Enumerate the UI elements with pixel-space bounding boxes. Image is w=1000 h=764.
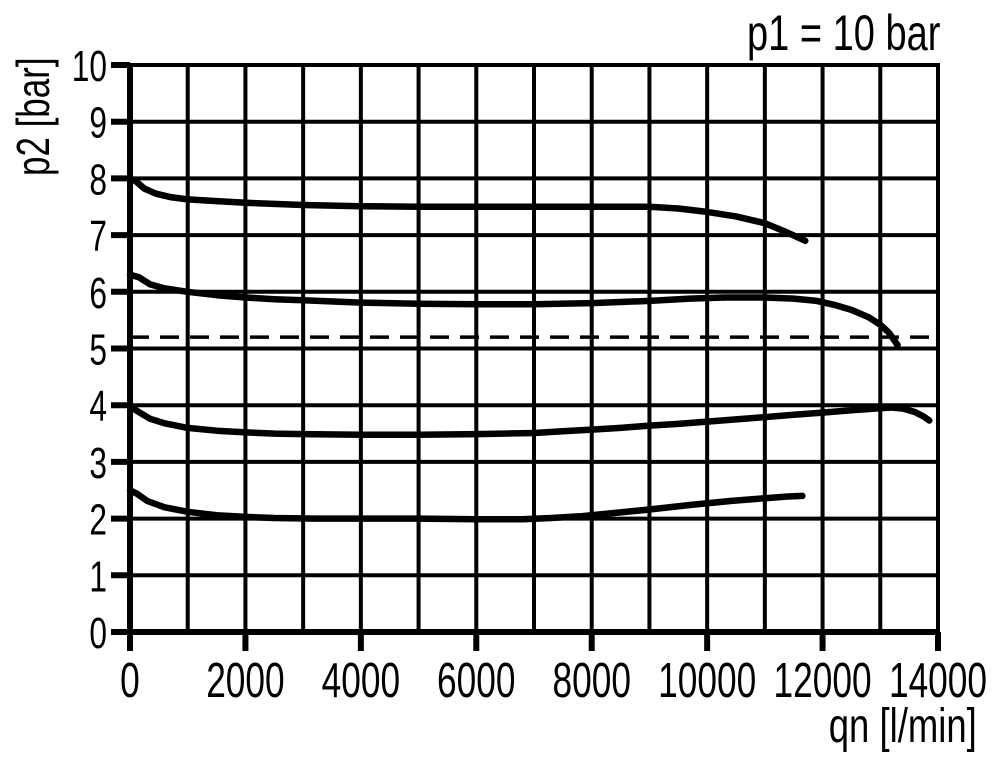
- axis-ticks: [111, 62, 941, 651]
- flow-curve: [126, 487, 806, 523]
- svg-text:2000: 2000: [206, 653, 284, 708]
- x-tick-label: 6000: [437, 653, 515, 708]
- svg-text:2: 2: [89, 496, 107, 545]
- svg-text:9: 9: [89, 99, 107, 148]
- y-tick-label: 10: [72, 42, 107, 91]
- tick-labels: 0 2000 4000 6000 8000 10000 12000 14000 0 1 2 3 4 5 6 7…: [72, 42, 987, 708]
- y-tick-label: 8: [89, 155, 107, 204]
- svg-text:8000: 8000: [552, 653, 630, 708]
- y-tick-label: 9: [89, 99, 107, 148]
- svg-text:3: 3: [89, 439, 107, 488]
- svg-text:7: 7: [89, 212, 107, 261]
- svg-text:0: 0: [89, 609, 107, 658]
- svg-text:14000: 14000: [889, 653, 987, 708]
- x-axis-label: qn [l/min]: [828, 700, 977, 753]
- y-tick-label: 2: [89, 496, 107, 545]
- flow-curve: [126, 403, 933, 438]
- y-tick-label: 3: [89, 439, 107, 488]
- x-tick-label: 2000: [206, 653, 284, 708]
- flow-curve: [126, 271, 901, 349]
- y-tick-label: 4: [89, 382, 107, 431]
- svg-text:4000: 4000: [322, 653, 400, 708]
- svg-text:5: 5: [89, 325, 107, 374]
- inlet-pressure-annotation: p1 = 10 bar: [746, 5, 940, 61]
- curves: [126, 175, 933, 523]
- svg-text:6: 6: [89, 269, 107, 318]
- y-tick-label: 5: [89, 325, 107, 374]
- x-tick-label: 12000: [774, 653, 872, 708]
- svg-text:10000: 10000: [658, 653, 756, 708]
- y-tick-label: 0: [89, 609, 107, 658]
- x-tick-label: 4000: [322, 653, 400, 708]
- svg-text:8: 8: [89, 155, 107, 204]
- svg-text:6000: 6000: [437, 653, 515, 708]
- x-tick-label: 10000: [658, 653, 756, 708]
- svg-text:10: 10: [72, 42, 107, 91]
- flow-curve: [126, 175, 809, 245]
- y-tick-label: 6: [89, 269, 107, 318]
- y-tick-label: 7: [89, 212, 107, 261]
- x-tick-label: 8000: [552, 653, 630, 708]
- grid: [127, 63, 940, 635]
- x-tick-label: 0: [120, 653, 140, 708]
- y-tick-label: 1: [89, 552, 107, 601]
- svg-text:0: 0: [120, 653, 140, 708]
- svg-text:12000: 12000: [774, 653, 872, 708]
- svg-text:1: 1: [89, 552, 107, 601]
- x-tick-label: 14000: [889, 653, 987, 708]
- svg-text:4: 4: [89, 382, 107, 431]
